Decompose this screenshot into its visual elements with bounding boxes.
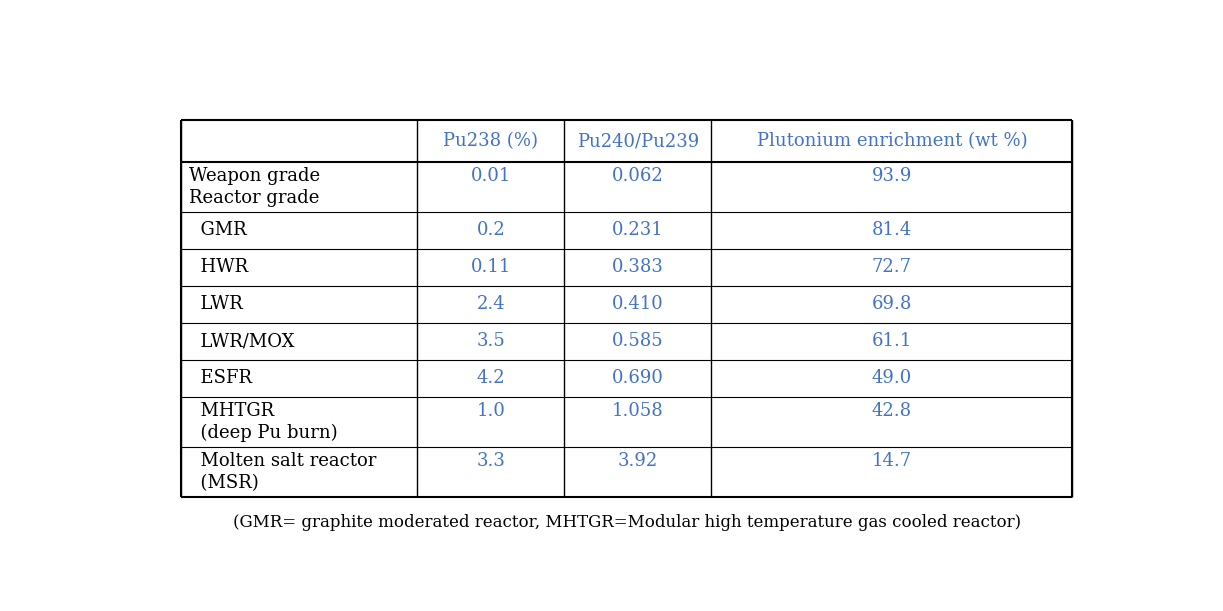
- Text: (MSR): (MSR): [188, 474, 258, 492]
- Text: 3.92: 3.92: [618, 452, 658, 470]
- Text: 0.410: 0.410: [612, 295, 664, 313]
- Text: 1.0: 1.0: [477, 401, 505, 420]
- Text: 14.7: 14.7: [872, 452, 912, 470]
- Text: 93.9: 93.9: [872, 167, 912, 185]
- Text: ESFR: ESFR: [188, 369, 252, 387]
- Text: 1.058: 1.058: [612, 401, 664, 420]
- Text: (GMR= graphite moderated reactor, MHTGR=Modular high temperature gas cooled reac: (GMR= graphite moderated reactor, MHTGR=…: [232, 514, 1021, 531]
- Text: 42.8: 42.8: [872, 401, 912, 420]
- Text: 72.7: 72.7: [872, 258, 912, 276]
- Text: Molten salt reactor: Molten salt reactor: [188, 452, 377, 470]
- Text: 0.2: 0.2: [477, 221, 505, 240]
- Text: 0.062: 0.062: [612, 167, 664, 185]
- Text: Reactor grade: Reactor grade: [188, 189, 319, 207]
- Text: 0.383: 0.383: [612, 258, 664, 276]
- Text: 81.4: 81.4: [872, 221, 912, 240]
- Text: 69.8: 69.8: [872, 295, 912, 313]
- Text: 3.5: 3.5: [477, 332, 505, 350]
- Text: 4.2: 4.2: [477, 369, 505, 387]
- Text: LWR/MOX: LWR/MOX: [188, 332, 295, 350]
- Text: Plutonium enrichment (wt %): Plutonium enrichment (wt %): [757, 132, 1027, 150]
- Text: (deep Pu burn): (deep Pu burn): [188, 423, 338, 442]
- Text: 2.4: 2.4: [477, 295, 505, 313]
- Text: MHTGR: MHTGR: [188, 401, 274, 420]
- Text: 0.231: 0.231: [612, 221, 664, 240]
- Text: GMR: GMR: [188, 221, 247, 240]
- Text: LWR: LWR: [188, 295, 242, 313]
- Text: Weapon grade: Weapon grade: [188, 167, 320, 185]
- Text: HWR: HWR: [188, 258, 248, 276]
- Text: Pu238 (%): Pu238 (%): [444, 132, 538, 150]
- Text: 49.0: 49.0: [872, 369, 912, 387]
- Text: 3.3: 3.3: [477, 452, 505, 470]
- Text: 0.01: 0.01: [471, 167, 511, 185]
- Text: 61.1: 61.1: [872, 332, 912, 350]
- Text: 0.690: 0.690: [612, 369, 664, 387]
- Text: Pu240/Pu239: Pu240/Pu239: [577, 132, 700, 150]
- Text: 0.585: 0.585: [613, 332, 664, 350]
- Text: 0.11: 0.11: [471, 258, 511, 276]
